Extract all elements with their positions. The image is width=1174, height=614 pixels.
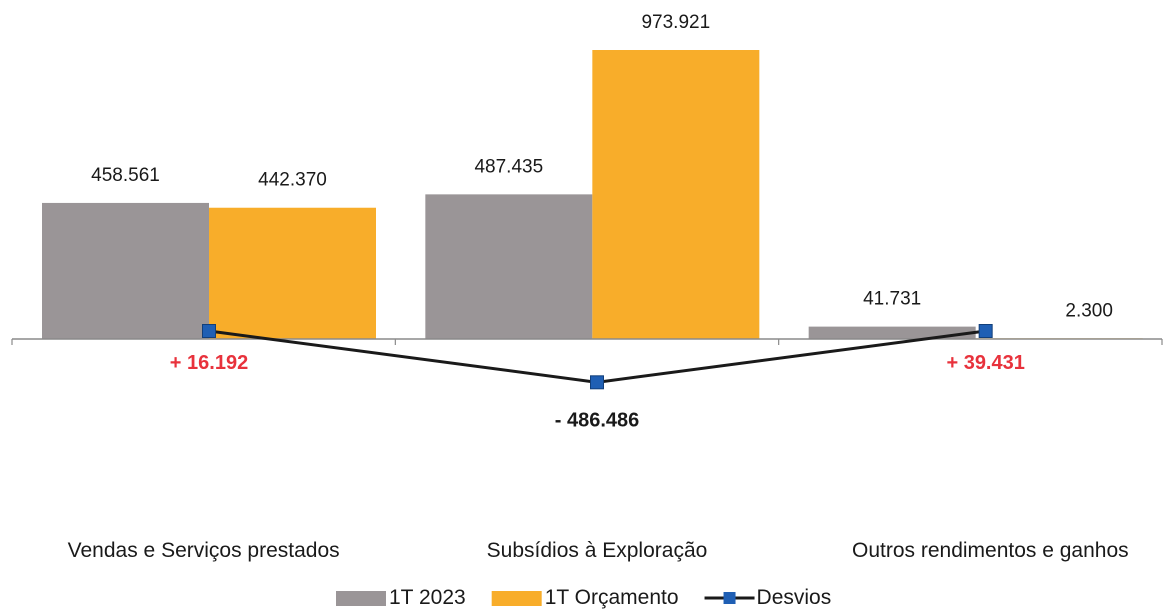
deviation-marker bbox=[590, 375, 604, 390]
category-label: Vendas e Serviços prestados bbox=[68, 539, 340, 562]
legend-label: Desvios bbox=[757, 586, 832, 609]
legend-label: 1T Orçamento bbox=[545, 586, 679, 609]
legend-label: 1T 2023 bbox=[389, 586, 466, 609]
category-label: Outros rendimentos e ganhos bbox=[852, 539, 1129, 562]
bar-actual bbox=[42, 202, 209, 339]
bar-value-label: 442.370 bbox=[258, 170, 327, 191]
legend-swatch bbox=[336, 591, 386, 606]
bar-actual bbox=[425, 194, 593, 339]
deviation-value-label: + 39.431 bbox=[946, 352, 1024, 374]
bar-value-label: 2.300 bbox=[1065, 300, 1113, 321]
bar-value-label: 41.731 bbox=[863, 289, 921, 310]
deviation-marker bbox=[202, 324, 216, 338]
bar-budget bbox=[592, 50, 760, 339]
bar-value-label: 487.435 bbox=[474, 156, 543, 177]
category-label: Subsídios à Exploração bbox=[487, 539, 708, 562]
labels-layer: 458.561 442.370 Vendas e Serviços prestado… bbox=[68, 12, 1129, 562]
legend-swatch bbox=[491, 591, 542, 606]
bar-value-label: 458.561 bbox=[91, 165, 160, 186]
x-axis-ticks bbox=[11, 339, 1163, 345]
legend-marker bbox=[723, 592, 736, 604]
legend: 1T 2023 1T Orçamento Desvios bbox=[336, 586, 831, 609]
bar-actual bbox=[808, 326, 976, 339]
deviation-line-layer bbox=[202, 324, 993, 390]
bars-layer bbox=[42, 50, 1143, 339]
deviation-marker bbox=[978, 324, 993, 338]
deviation-value-label: + 16.192 bbox=[170, 352, 248, 374]
bar-budget bbox=[209, 207, 376, 339]
bar-value-label: 973.921 bbox=[641, 12, 710, 33]
deviation-value-label: - 486.486 bbox=[555, 409, 640, 431]
